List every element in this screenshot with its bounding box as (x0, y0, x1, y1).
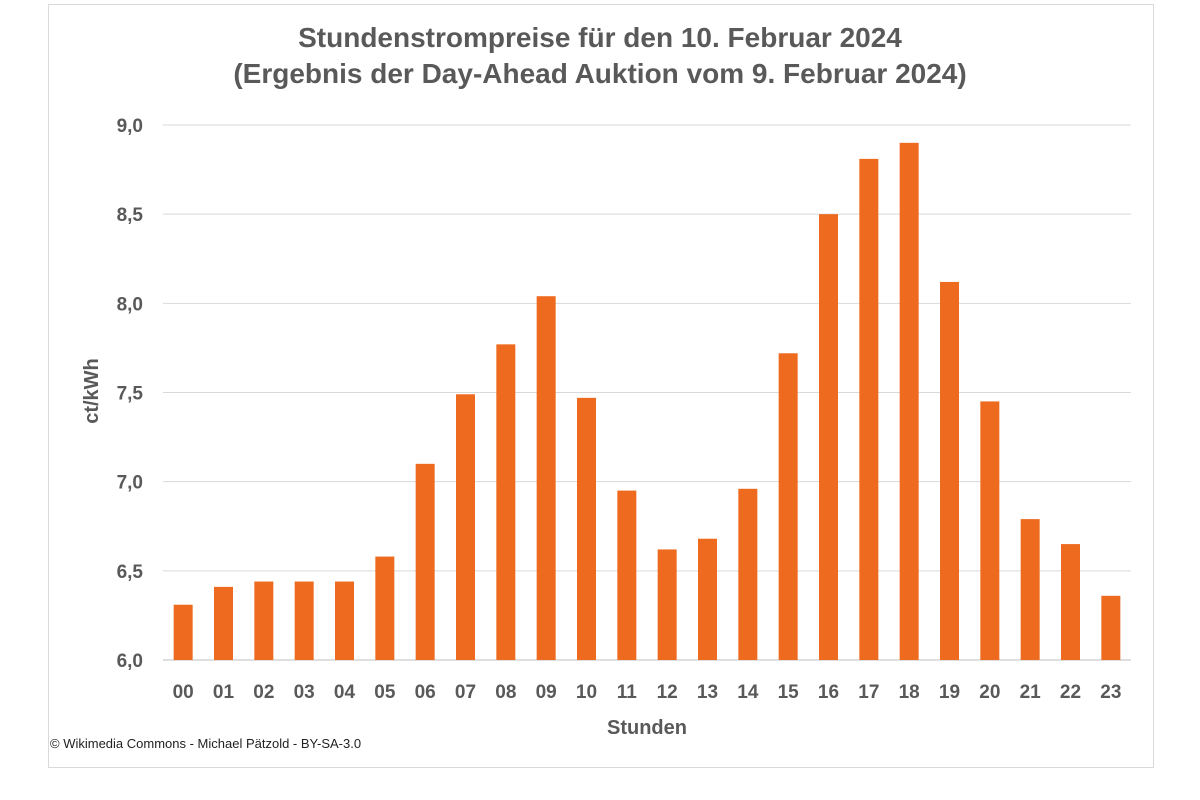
gridlines (163, 124, 1131, 661)
bar-13 (698, 538, 717, 660)
y-tick-label: 8,5 (117, 205, 144, 226)
x-tick-label: 22 (1060, 682, 1081, 703)
x-axis-label: Stunden (607, 717, 687, 739)
bars (173, 142, 1121, 661)
x-tick-label: 02 (253, 682, 274, 703)
bar-04 (335, 581, 354, 660)
x-tick-label: 17 (858, 682, 879, 703)
bar-15 (778, 353, 798, 660)
x-tick-label: 12 (657, 682, 678, 703)
bar-16 (819, 214, 838, 660)
y-tick-label: 7,5 (117, 384, 144, 405)
x-tick-label: 06 (415, 682, 436, 703)
x-tick-label: 10 (576, 682, 597, 703)
x-tick-label: 20 (979, 682, 1000, 703)
bar-02 (254, 581, 274, 660)
bar-12 (657, 549, 677, 660)
x-tick-label: 19 (939, 682, 960, 703)
bar-10 (577, 397, 596, 660)
x-tick-label: 15 (778, 682, 800, 703)
bar-17 (859, 158, 879, 660)
x-tick-label: 14 (737, 682, 759, 703)
x-tick-label: 04 (334, 682, 356, 703)
x-tick-label: 09 (536, 682, 557, 703)
x-tick-label: 07 (455, 682, 476, 703)
x-tick-label: 16 (818, 682, 839, 703)
bar-23 (1101, 595, 1121, 660)
bar-19 (940, 281, 959, 660)
chart-subtitle: (Ergebnis der Day-Ahead Auktion vom 9. F… (233, 58, 967, 89)
bar-22 (1061, 544, 1080, 660)
chart-title-block: Stundenstrompreise für den 10. Februar 2… (0, 20, 1200, 92)
bar-21 (1020, 519, 1040, 660)
y-tick-label: 6,0 (117, 651, 143, 672)
y-tick-label: 7,0 (117, 473, 143, 494)
y-tick-label: 9,0 (117, 116, 143, 137)
bar-08 (496, 344, 516, 660)
bar-11 (617, 490, 637, 660)
y-axis-label: ct/kWh (81, 358, 103, 424)
x-tick-label: 11 (617, 682, 638, 703)
x-tick-label: 08 (495, 682, 516, 703)
y-tick-label: 8,0 (117, 294, 143, 315)
x-tick-label: 21 (1020, 682, 1042, 703)
bar-14 (738, 488, 758, 660)
bar-09 (536, 296, 556, 660)
credit-text: © Wikimedia Commons - Michael Pätzold - … (50, 736, 362, 751)
bar-07 (456, 394, 475, 660)
bar-05 (375, 556, 395, 660)
x-tick-label: 18 (899, 682, 920, 703)
bar-00 (173, 604, 193, 660)
chart-title: Stundenstrompreise für den 10. Februar 2… (298, 22, 902, 53)
x-axis-ticks: 00 01 02 03 04 05 06 07 08 09 10 11 12 13 14 15 16 17 18 19… (173, 682, 1122, 703)
x-tick-label: 00 (173, 682, 194, 703)
bar-18 (899, 142, 919, 661)
bar-20 (980, 401, 1000, 660)
y-axis-ticks: 6,0 6,5 7,0 7,5 8,0 8,5 9,0 (117, 116, 144, 672)
bar-03 (294, 581, 314, 660)
x-tick-label: 05 (374, 682, 396, 703)
x-tick-label: 23 (1100, 682, 1121, 703)
x-tick-label: 13 (697, 682, 718, 703)
bar-01 (214, 586, 233, 660)
bar-06 (415, 463, 435, 660)
y-tick-label: 6,5 (117, 562, 144, 583)
x-tick-label: 03 (294, 682, 315, 703)
x-tick-label: 01 (213, 682, 235, 703)
